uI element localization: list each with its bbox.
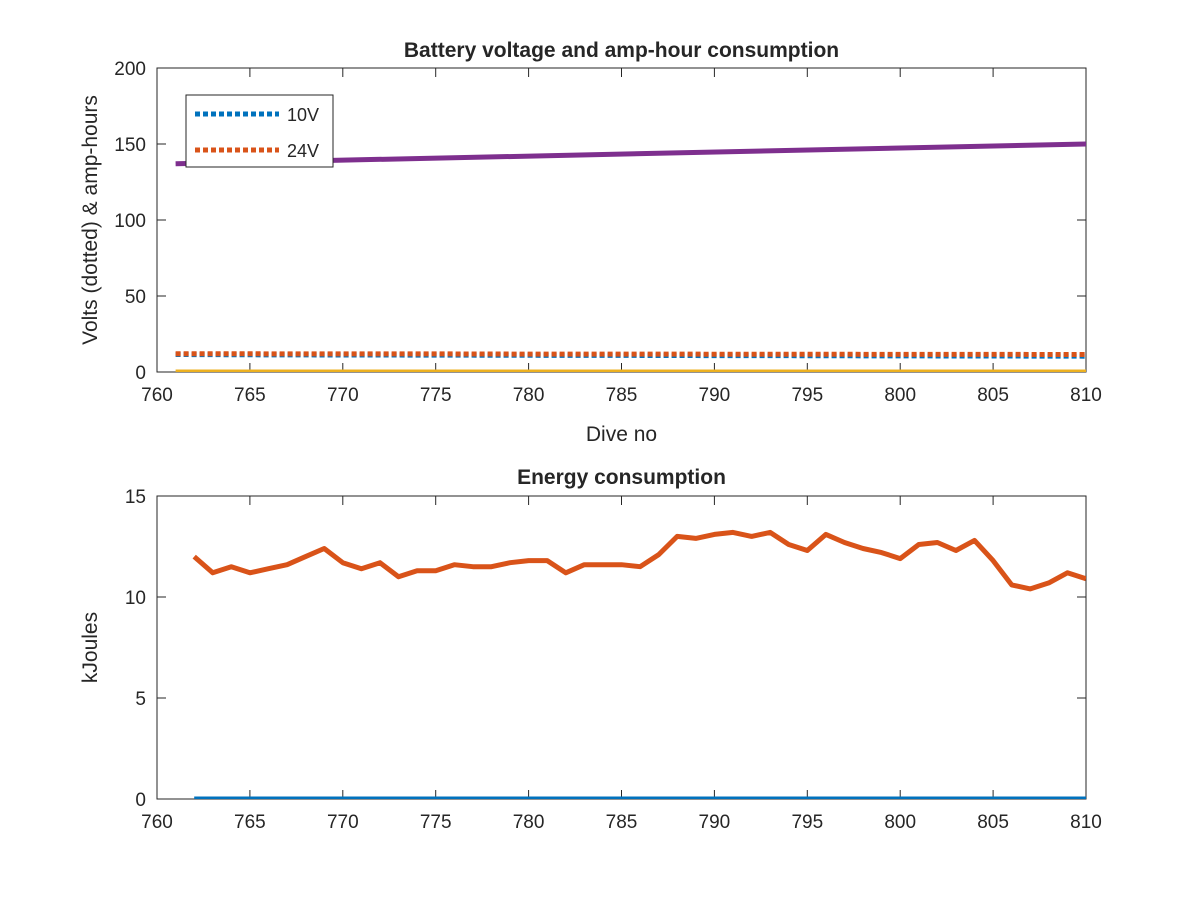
chart-title: Energy consumption (517, 466, 726, 489)
x-tick-label: 790 (699, 812, 731, 833)
x-tick-label: 810 (1070, 385, 1102, 406)
legend-entry: 10V (287, 105, 319, 125)
y-tick-label: 200 (114, 59, 146, 80)
x-tick-label: 800 (884, 385, 916, 406)
y-tick-label: 0 (135, 790, 146, 811)
y-tick-label: 5 (135, 689, 146, 710)
x-tick-label: 765 (234, 385, 266, 406)
y-tick-label: 0 (135, 363, 146, 384)
y-tick-label: 10 (125, 588, 146, 609)
y-axis-label: Volts (dotted) & amp-hours (79, 95, 102, 345)
x-tick-label: 780 (513, 385, 545, 406)
x-tick-label: 795 (791, 385, 823, 406)
axes-box-1 (156, 495, 1087, 800)
x-tick-label: 810 (1070, 812, 1102, 833)
x-tick-label: 805 (977, 385, 1009, 406)
legend-entry: 24V (287, 141, 319, 161)
x-tick-label: 765 (234, 812, 266, 833)
y-tick-label: 100 (114, 211, 146, 232)
x-tick-label: 785 (606, 385, 638, 406)
x-tick-label: 775 (420, 812, 452, 833)
legend-box (185, 94, 334, 168)
energy-consumption-subplot: 760 765 770 775 780 785 790 795 800 805 810 0 5 10 15 E… (79, 466, 1102, 833)
x-tick-label: 790 (699, 385, 731, 406)
x-tick-label: 770 (327, 385, 359, 406)
x-tick-label: 775 (420, 385, 452, 406)
x-axis-label: Dive no (586, 423, 657, 446)
chart-title: Battery voltage and amp-hour consumption (404, 39, 839, 62)
x-tick-label: 805 (977, 812, 1009, 833)
x-tick-label: 770 (327, 812, 359, 833)
battery-voltage-subplot: 760 765 770 775 780 785 790 795 800 805 810 0 50 100 1… (79, 39, 1102, 446)
x-tick-label: 795 (791, 812, 823, 833)
x-tick-label: 780 (513, 812, 545, 833)
x-tick-label: 760 (141, 812, 173, 833)
x-tick-label: 760 (141, 385, 173, 406)
series-line-1-0 (192, 529, 1086, 592)
series-line-0-1 (175, 351, 1086, 357)
y-tick-label: 150 (114, 135, 146, 156)
x-tick-label: 785 (606, 812, 638, 833)
y-tick-label: 50 (125, 287, 146, 308)
x-tick-label: 800 (884, 812, 916, 833)
legend: 10V 24V (185, 94, 334, 168)
y-axis-label: kJoules (79, 612, 102, 683)
y-tick-label: 15 (125, 487, 146, 508)
